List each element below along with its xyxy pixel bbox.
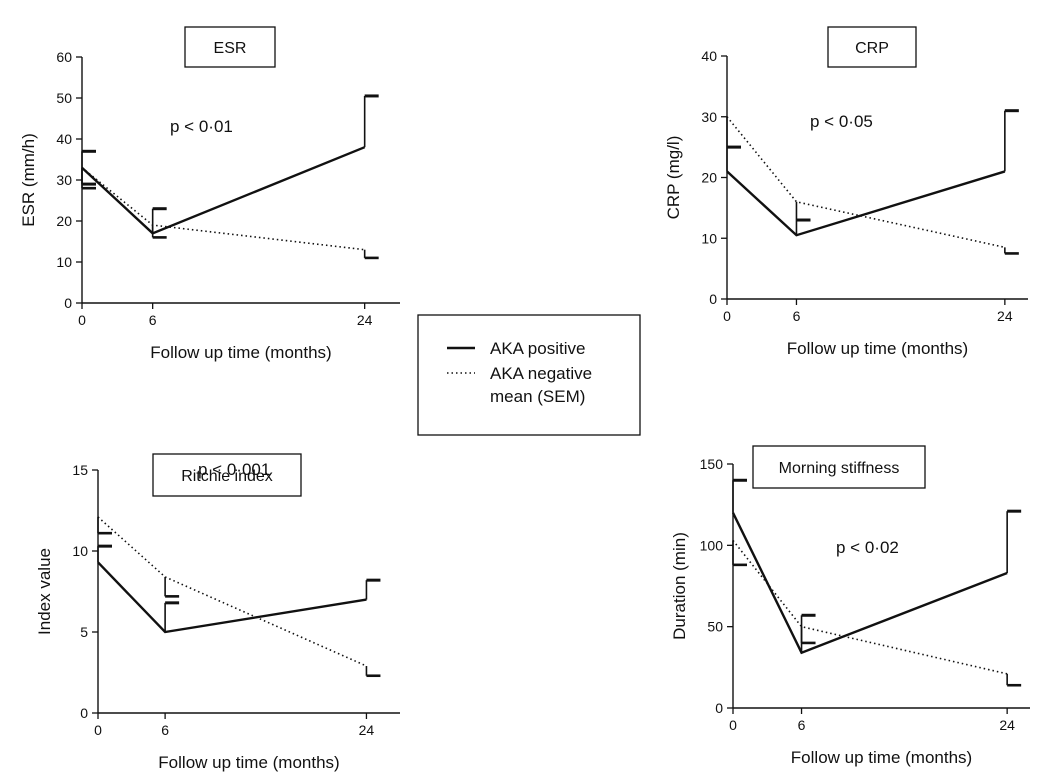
series-line-aka-positive	[81, 146, 366, 235]
y-tick-label: 0	[709, 291, 717, 307]
y-tick-label: 50	[707, 619, 723, 635]
chart-panel-3: 0 5 10 15 0 6 24 Follow up time (months) Index v…	[35, 453, 400, 772]
y-tick-label: 20	[701, 170, 717, 186]
legend-label-aka-negative: AKA negative	[490, 364, 592, 383]
x-tick-label: 6	[149, 312, 157, 328]
x-tick-label: 6	[161, 722, 169, 738]
y-tick-label: 50	[56, 90, 72, 106]
legend-box	[417, 314, 641, 436]
x-axis-title: Follow up time (months)	[787, 339, 968, 358]
y-axis-title: CRP (mg/l)	[664, 136, 683, 220]
legend: AKA positive AKA negative mean (SEM)	[417, 314, 641, 436]
x-axis-title: Follow up time (months)	[791, 748, 972, 767]
x-tick-label: 24	[357, 312, 373, 328]
y-tick-label: 5	[80, 624, 88, 640]
x-tick-label: 6	[798, 717, 806, 733]
x-tick-label: 6	[793, 308, 801, 324]
y-tick-label: 30	[56, 172, 72, 188]
y-tick-label: 150	[700, 456, 724, 472]
y-axis-title: ESR (mm/h)	[19, 133, 38, 227]
panel-title-box	[752, 445, 926, 489]
series-line-aka-positive	[97, 561, 367, 634]
y-tick-label: 10	[56, 254, 72, 270]
legend-label-aka-positive: AKA positive	[490, 339, 585, 358]
chart-panel-2: 0 10 20 30 40 0 6 24 Follow up time (months) CRP …	[664, 26, 1028, 358]
y-tick-label: 30	[701, 109, 717, 125]
y-tick-label: 60	[56, 49, 72, 65]
y-tick-label: 100	[700, 537, 724, 553]
panel-title: Ritchie index	[181, 468, 273, 485]
panel-title: Morning stiffness	[779, 460, 900, 477]
x-tick-label: 24	[359, 722, 375, 738]
panel-title: CRP	[855, 40, 889, 57]
x-tick-label: 24	[999, 717, 1015, 733]
y-axis-title: Duration (min)	[670, 532, 689, 640]
x-axis-title: Follow up time (months)	[158, 753, 339, 772]
y-tick-label: 0	[715, 700, 723, 716]
x-tick-label: 0	[78, 312, 86, 328]
legend-label-mean-sem: mean (SEM)	[490, 387, 585, 406]
chart-panel-1: 0 10 20 30 40 50 60 0 6 24 Follow up time (months)…	[19, 26, 400, 362]
y-tick-label: 40	[56, 131, 72, 147]
x-tick-label: 24	[997, 308, 1013, 324]
x-tick-label: 0	[723, 308, 731, 324]
panel-title: ESR	[214, 40, 247, 57]
series-line-aka-positive	[731, 512, 1008, 655]
p-value-annotation: p < 0·001	[198, 460, 270, 479]
y-tick-label: 0	[80, 705, 88, 721]
series-line-aka-negative	[97, 516, 367, 667]
x-tick-label: 0	[729, 717, 737, 733]
panel-title-box	[152, 453, 302, 497]
chart-panel-4: 0 50 100 150 0 6 24 Follow up time (months) Dura…	[670, 445, 1030, 767]
series-line-aka-negative	[732, 539, 1008, 675]
x-tick-label: 0	[94, 722, 102, 738]
y-tick-label: 15	[72, 462, 88, 478]
p-value-annotation: p < 0·01	[170, 117, 233, 136]
x-axis-title: Follow up time (months)	[150, 343, 331, 362]
y-axis-title: Index value	[35, 548, 54, 635]
y-tick-label: 40	[701, 48, 717, 64]
series-line-aka-positive	[726, 170, 1006, 237]
series-line-aka-negative	[726, 116, 1006, 249]
panel-title-box	[827, 26, 917, 68]
p-value-annotation: p < 0·05	[810, 112, 873, 131]
p-value-annotation: p < 0·02	[836, 538, 899, 557]
y-tick-label: 20	[56, 213, 72, 229]
y-tick-label: 10	[72, 543, 88, 559]
y-tick-label: 0	[64, 295, 72, 311]
series-line-aka-negative	[81, 167, 365, 251]
y-tick-label: 10	[701, 230, 717, 246]
panel-title-box	[184, 26, 276, 68]
